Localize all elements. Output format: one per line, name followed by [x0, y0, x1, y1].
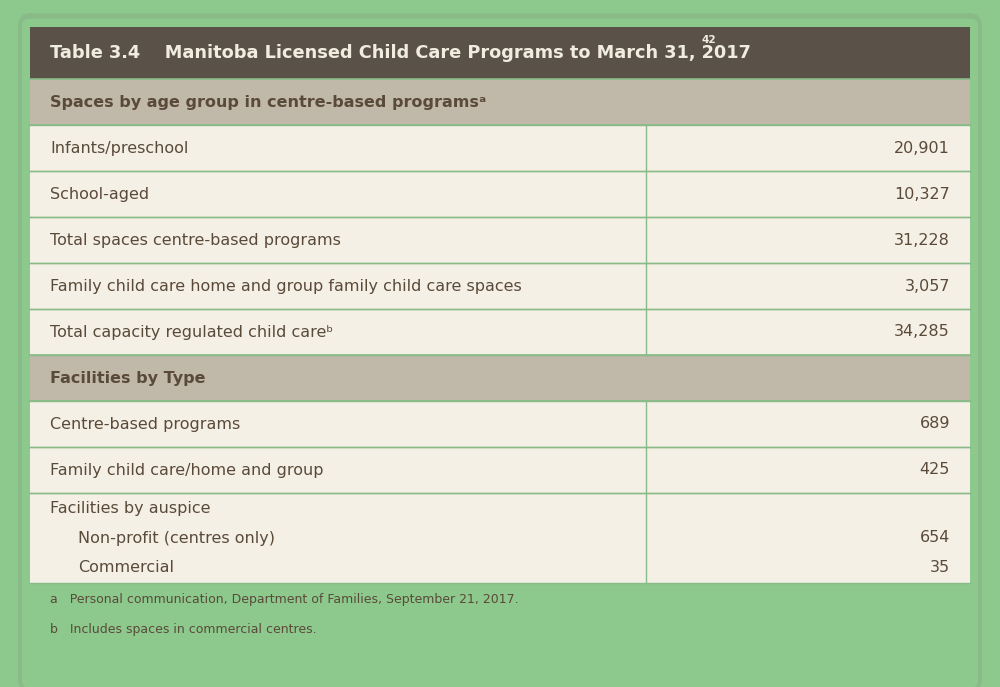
Bar: [30, 401, 970, 447]
Text: Total spaces centre-based programs: Total spaces centre-based programs: [50, 232, 341, 247]
Text: Family child care/home and group: Family child care/home and group: [50, 462, 324, 477]
Text: 10,327: 10,327: [894, 186, 950, 201]
Text: 3,057: 3,057: [904, 278, 950, 293]
Bar: [30, 493, 970, 583]
Text: Infants/preschool: Infants/preschool: [50, 141, 188, 155]
Bar: [30, 79, 970, 125]
Text: Table 3.4    Manitoba Licensed Child Care Programs to March 31, 2017: Table 3.4 Manitoba Licensed Child Care P…: [50, 44, 751, 62]
Text: 34,285: 34,285: [894, 324, 950, 339]
Bar: [30, 171, 970, 217]
Text: 20,901: 20,901: [894, 141, 950, 155]
Text: School-aged: School-aged: [50, 186, 149, 201]
Text: 654: 654: [920, 530, 950, 545]
Bar: [30, 447, 970, 493]
Text: Spaces by age group in centre-based programsᵃ: Spaces by age group in centre-based prog…: [50, 95, 486, 109]
Text: Facilities by Type: Facilities by Type: [50, 370, 206, 385]
Text: Commercial: Commercial: [78, 561, 174, 576]
Text: 425: 425: [920, 462, 950, 477]
Text: Non-profit (centres only): Non-profit (centres only): [78, 530, 275, 545]
Text: 42: 42: [702, 35, 717, 45]
Text: Centre-based programs: Centre-based programs: [50, 416, 240, 431]
Bar: [30, 263, 970, 309]
Text: 31,228: 31,228: [894, 232, 950, 247]
FancyBboxPatch shape: [30, 27, 970, 79]
Bar: [30, 309, 970, 355]
Text: Facilities by auspice: Facilities by auspice: [50, 501, 210, 515]
Text: b   Includes spaces in commercial centres.: b Includes spaces in commercial centres.: [50, 623, 317, 636]
FancyBboxPatch shape: [16, 15, 984, 687]
Text: 35: 35: [930, 561, 950, 576]
Bar: [30, 125, 970, 171]
Text: Family child care home and group family child care spaces: Family child care home and group family …: [50, 278, 522, 293]
Text: a   Personal communication, Department of Families, September 21, 2017.: a Personal communication, Department of …: [50, 593, 519, 606]
Bar: [30, 217, 970, 263]
Text: 689: 689: [920, 416, 950, 431]
Text: Total capacity regulated child careᵇ: Total capacity regulated child careᵇ: [50, 324, 333, 339]
Bar: [30, 355, 970, 401]
